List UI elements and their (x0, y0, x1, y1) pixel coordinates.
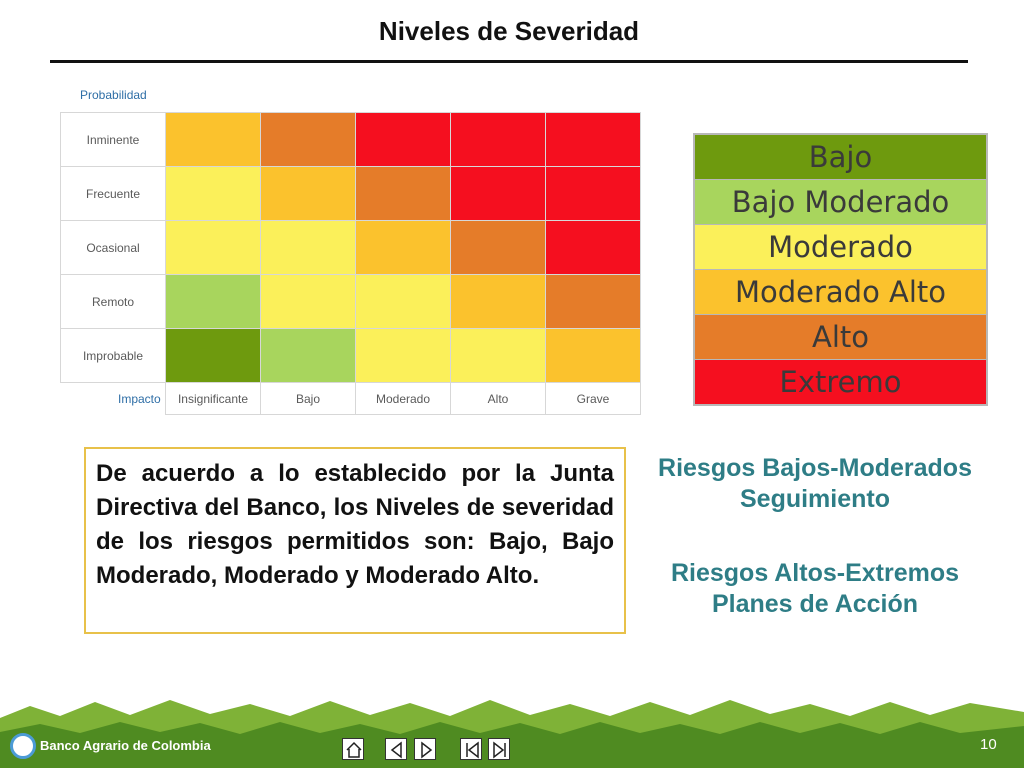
probability-axis-label: Probabilidad (80, 88, 147, 102)
matrix-cell (545, 274, 641, 329)
matrix-cell (450, 274, 546, 329)
title-rule (50, 60, 968, 63)
legend-item: Moderado Alto (695, 270, 986, 314)
probability-row-label: Remoto (60, 274, 166, 329)
legend-item: Alto (695, 315, 986, 359)
impact-column-label: Moderado (355, 382, 451, 415)
risk-matrix: Inminente Frecuente Ocasional Remoto Improba… (60, 112, 641, 415)
legend-item: Bajo Moderado (695, 180, 986, 224)
legend-item: Extremo (695, 360, 986, 404)
first-icon[interactable] (460, 738, 482, 760)
matrix-cell (165, 166, 261, 221)
impact-column-label: Bajo (260, 382, 356, 415)
policy-text-box: De acuerdo a lo establecido por la Junta… (84, 447, 626, 634)
probability-row-label: Inminente (60, 112, 166, 167)
matrix-cell (165, 328, 261, 383)
matrix-cell (545, 112, 641, 167)
probability-row-label: Ocasional (60, 220, 166, 275)
severity-legend: Bajo Bajo Moderado Moderado Moderado Alto Al… (693, 133, 988, 406)
matrix-cell (545, 220, 641, 275)
matrix-cell (545, 166, 641, 221)
matrix-cell (355, 328, 451, 383)
matrix-row: Frecuente (60, 166, 641, 221)
matrix-row: Inminente (60, 112, 641, 167)
impact-column-label: Insignificante (165, 382, 261, 415)
matrix-cell (450, 112, 546, 167)
matrix-cell (355, 112, 451, 167)
footer-grass-band (0, 700, 1024, 768)
matrix-cell (165, 274, 261, 329)
slide-title: Niveles de Severidad (378, 16, 640, 46)
probability-row-label: Improbable (60, 328, 166, 383)
matrix-cell (545, 328, 641, 383)
impact-column-label: Grave (545, 382, 641, 415)
page-number: 10 (980, 736, 997, 753)
matrix-cell (355, 220, 451, 275)
legend-item: Bajo (695, 135, 986, 179)
home-icon[interactable] (342, 738, 364, 760)
legend-item: Moderado (695, 225, 986, 269)
matrix-row: Remoto (60, 274, 641, 329)
matrix-cell (260, 112, 356, 167)
impact-axis-label: Impacto (118, 392, 161, 406)
matrix-cell (260, 328, 356, 383)
matrix-cell (165, 112, 261, 167)
impact-column-label: Alto (450, 382, 546, 415)
next-icon[interactable] (414, 738, 436, 760)
matrix-row: Improbable (60, 328, 641, 383)
matrix-cell (355, 274, 451, 329)
matrix-cell (450, 166, 546, 221)
matrix-cell (450, 328, 546, 383)
matrix-corner (60, 382, 166, 415)
matrix-row: Ocasional (60, 220, 641, 275)
last-icon[interactable] (488, 738, 510, 760)
probability-row-label: Frecuente (60, 166, 166, 221)
matrix-cell (450, 220, 546, 275)
previous-icon[interactable] (385, 738, 407, 760)
matrix-cell (260, 166, 356, 221)
matrix-cell (355, 166, 451, 221)
note-low-risks: Riesgos Bajos-Moderados Seguimiento (658, 454, 972, 513)
matrix-cell (260, 220, 356, 275)
bank-logo-icon (10, 733, 36, 759)
matrix-cell (165, 220, 261, 275)
note-high-risks: Riesgos Altos-Extremos Planes de Acción (670, 559, 960, 618)
matrix-cell (260, 274, 356, 329)
bank-logo-text: Banco Agrario de Colombia (40, 738, 211, 753)
impact-row: Insignificante Bajo Moderado Alto Grave (60, 382, 641, 415)
